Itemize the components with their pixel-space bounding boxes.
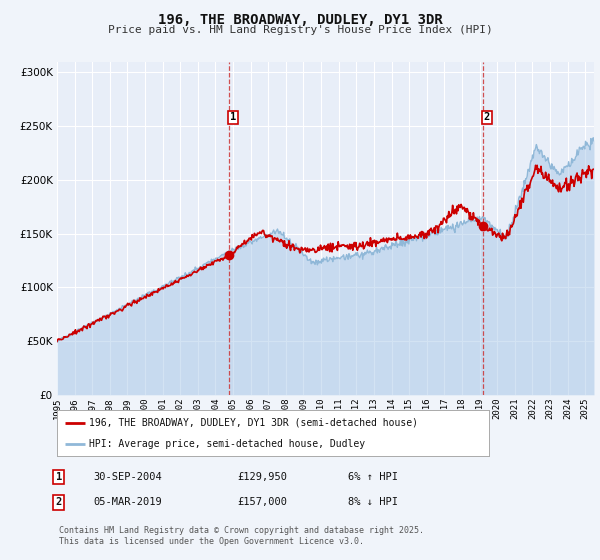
Text: 30-SEP-2004: 30-SEP-2004	[93, 472, 162, 482]
Text: 196, THE BROADWAY, DUDLEY, DY1 3DR (semi-detached house): 196, THE BROADWAY, DUDLEY, DY1 3DR (semi…	[89, 418, 418, 428]
Text: 196, THE BROADWAY, DUDLEY, DY1 3DR: 196, THE BROADWAY, DUDLEY, DY1 3DR	[158, 13, 442, 27]
Text: 2: 2	[56, 497, 62, 507]
Text: 8% ↓ HPI: 8% ↓ HPI	[348, 497, 398, 507]
Text: 2: 2	[484, 113, 490, 123]
Text: 6% ↑ HPI: 6% ↑ HPI	[348, 472, 398, 482]
Text: 05-MAR-2019: 05-MAR-2019	[93, 497, 162, 507]
Text: 1: 1	[230, 113, 236, 123]
Text: This data is licensed under the Open Government Licence v3.0.: This data is licensed under the Open Gov…	[59, 537, 364, 546]
Text: HPI: Average price, semi-detached house, Dudley: HPI: Average price, semi-detached house,…	[89, 439, 365, 449]
Text: £157,000: £157,000	[237, 497, 287, 507]
Text: Contains HM Land Registry data © Crown copyright and database right 2025.: Contains HM Land Registry data © Crown c…	[59, 526, 424, 535]
Text: 1: 1	[56, 472, 62, 482]
Text: Price paid vs. HM Land Registry's House Price Index (HPI): Price paid vs. HM Land Registry's House …	[107, 25, 493, 35]
Text: £129,950: £129,950	[237, 472, 287, 482]
